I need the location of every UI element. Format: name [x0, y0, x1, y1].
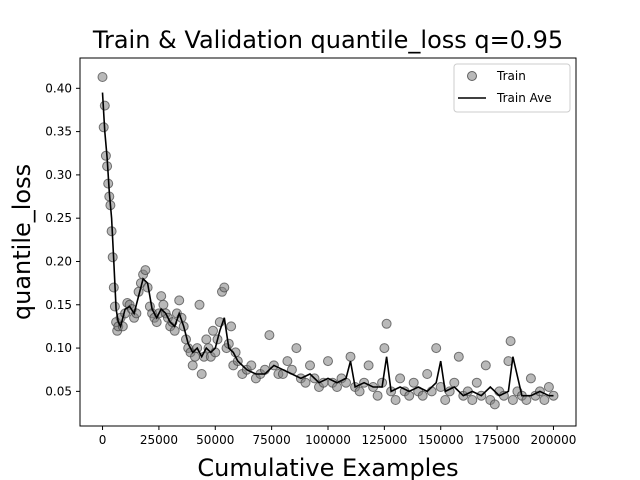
train-point: [174, 295, 185, 306]
legend-train-label: Train: [496, 69, 526, 83]
train-point: [395, 373, 406, 384]
train-point: [190, 351, 200, 362]
train-point: [246, 360, 257, 371]
train-point: [109, 301, 120, 312]
train-point: [156, 291, 167, 302]
y-tick-label: 0.05: [45, 384, 72, 398]
train-point: [108, 282, 119, 293]
train-point: [158, 299, 169, 310]
x-tick-label: 75000: [253, 433, 291, 447]
train-point: [323, 356, 333, 367]
train-ave-line: [101, 92, 554, 397]
train-point: [210, 347, 221, 358]
train-point: [363, 360, 374, 371]
train-point: [264, 330, 275, 341]
train-point: [507, 395, 518, 405]
train-points: [97, 72, 559, 410]
train-point: [467, 395, 478, 405]
train-point: [525, 373, 536, 384]
train-point: [169, 325, 180, 336]
y-tick-label: 0.40: [45, 81, 72, 95]
y-tick-label: 0.35: [45, 125, 72, 139]
chart-title: Train & Validation quantile_loss q=0.95: [92, 26, 563, 54]
x-tick-label: 125000: [361, 433, 407, 447]
train-point: [291, 343, 302, 354]
x-tick-label: 150000: [418, 433, 464, 447]
train-point: [219, 282, 230, 293]
x-tick-label: 0: [99, 433, 107, 447]
train-point: [282, 356, 293, 367]
train-point: [379, 343, 390, 354]
train-point: [489, 399, 500, 410]
train-point: [404, 390, 415, 401]
train-point: [196, 369, 207, 379]
x-tick-label: 50000: [196, 433, 234, 447]
train-point: [480, 360, 491, 371]
x-axis-title: Cumulative Examples: [197, 454, 458, 480]
y-tick-label: 0.25: [45, 211, 72, 225]
legend-train-ave-label: Train Ave: [496, 91, 552, 105]
train-point: [505, 336, 516, 347]
x-tick-label: 25000: [140, 433, 178, 447]
train-point: [332, 382, 342, 392]
train-point: [208, 325, 218, 336]
train-point: [99, 100, 110, 111]
legend: Train Train Ave: [453, 63, 571, 113]
y-axis-ticks: 0.05 0.10 0.15 0.20 0.25 0.30 0.35 0.40: [45, 81, 80, 398]
train-point: [521, 395, 532, 405]
train-point: [201, 334, 212, 345]
x-axis-ticks: 0 25000 50000 75000 100000 125000 150000 175000…: [99, 426, 577, 447]
train-point: [543, 382, 554, 392]
train-point: [345, 351, 356, 362]
train-point: [354, 386, 365, 397]
train-point: [300, 377, 311, 388]
train-point: [97, 72, 108, 82]
train-point: [408, 377, 419, 388]
train-point: [453, 351, 464, 362]
legend-box: [453, 63, 571, 113]
train-point: [305, 360, 315, 371]
train-point: [422, 369, 433, 379]
train-point: [390, 395, 401, 405]
legend-train-marker: [467, 71, 477, 81]
x-tick-label: 175000: [474, 433, 520, 447]
train-point: [226, 321, 237, 332]
train-point: [440, 395, 451, 405]
train-ave-path: [101, 92, 554, 397]
train-point: [187, 360, 198, 371]
plot-area: [80, 58, 576, 426]
train-point: [431, 343, 442, 354]
x-tick-label: 200000: [531, 433, 577, 447]
train-point: [539, 395, 550, 405]
train-point: [449, 377, 460, 388]
train-point: [471, 377, 482, 388]
train-point: [259, 364, 270, 375]
train-point: [194, 299, 205, 310]
y-tick-label: 0.10: [45, 341, 72, 355]
x-tick-label: 100000: [305, 433, 351, 447]
train-point: [417, 390, 428, 401]
y-tick-label: 0.20: [45, 254, 72, 268]
y-tick-label: 0.30: [45, 168, 72, 182]
train-point: [426, 386, 437, 397]
train-point: [381, 318, 392, 329]
train-point: [372, 390, 383, 401]
train-point: [140, 265, 151, 276]
y-tick-label: 0.15: [45, 298, 72, 312]
y-axis-title: quantile_loss: [8, 164, 36, 320]
